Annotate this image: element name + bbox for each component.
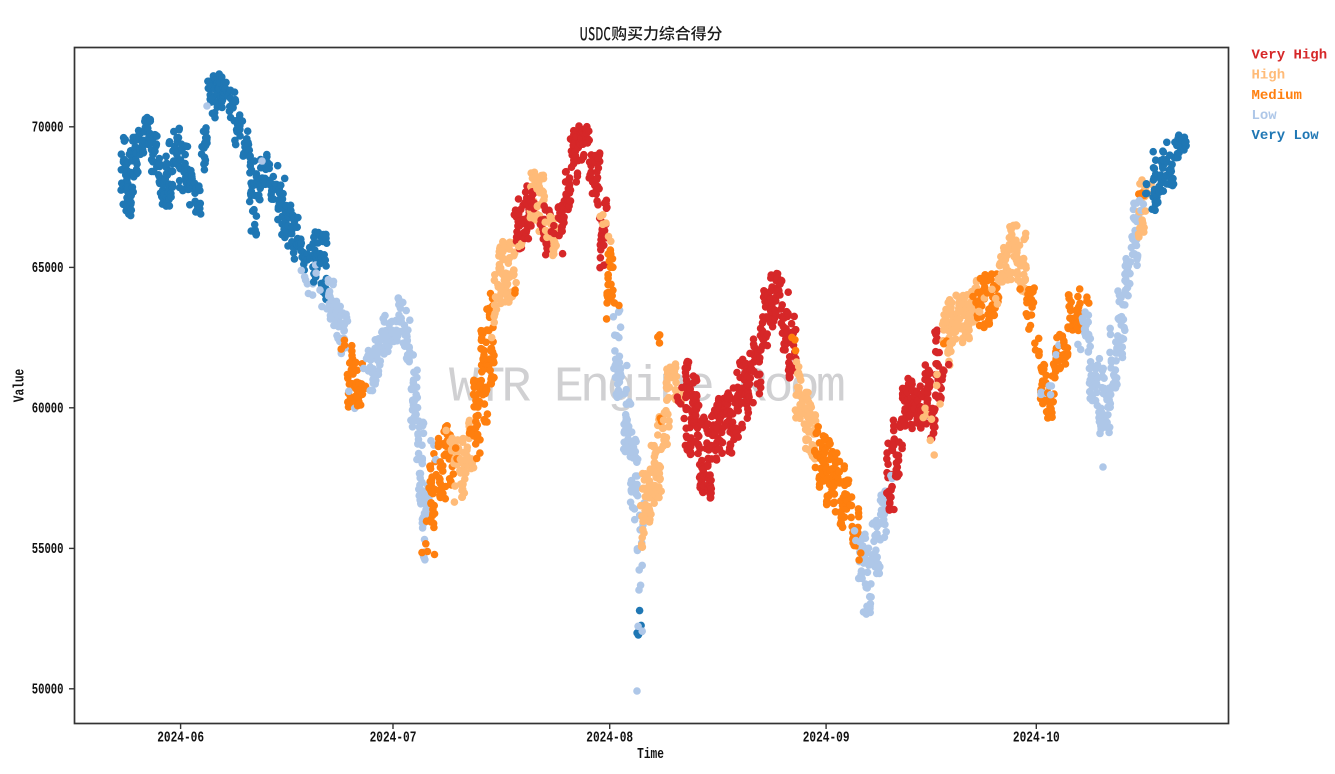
svg-text:65000: 65000 (32, 261, 64, 277)
svg-text:2024-09: 2024-09 (803, 729, 850, 746)
svg-text:Low: Low (1252, 108, 1278, 124)
svg-text:60000: 60000 (32, 401, 64, 417)
svg-text:50000: 50000 (32, 682, 64, 698)
svg-text:Value: Value (11, 369, 28, 403)
svg-text:Very Low: Very Low (1252, 128, 1320, 144)
svg-text:WTR Engine Room: WTR Engine Room (449, 360, 844, 417)
svg-text:Time: Time (637, 746, 664, 763)
svg-text:2024-08: 2024-08 (586, 729, 633, 746)
svg-text:2024-06: 2024-06 (157, 729, 204, 746)
svg-text:Medium: Medium (1252, 88, 1302, 104)
svg-text:55000: 55000 (32, 542, 64, 558)
svg-text:Very High: Very High (1252, 48, 1328, 64)
svg-text:High: High (1252, 68, 1286, 84)
svg-text:2024-10: 2024-10 (1013, 729, 1060, 746)
svg-text:2024-07: 2024-07 (370, 729, 417, 746)
svg-text:70000: 70000 (32, 120, 64, 136)
